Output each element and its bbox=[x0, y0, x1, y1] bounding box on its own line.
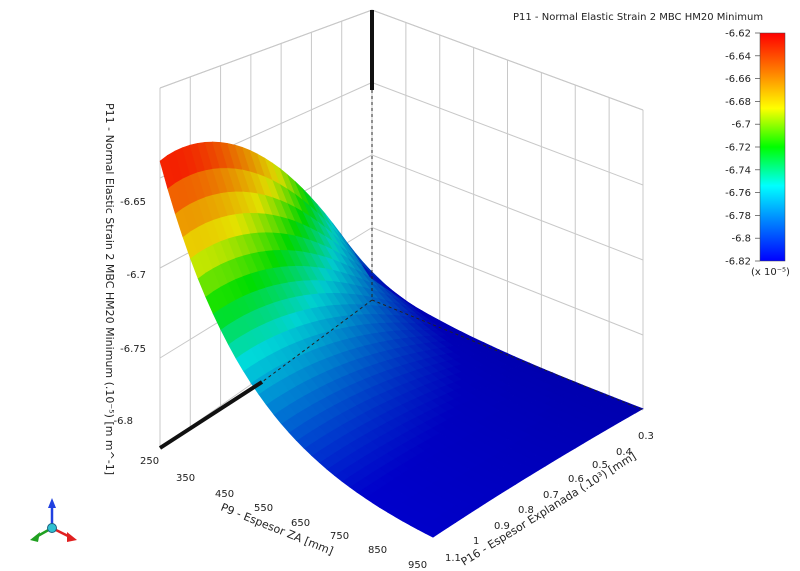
colorbar-tick-label: -6.8 bbox=[731, 234, 751, 245]
response-surface bbox=[159, 141, 644, 538]
hidden-box-edges bbox=[261, 90, 644, 411]
colorbar bbox=[759, 32, 786, 262]
z-tick: -6.7 bbox=[126, 270, 146, 281]
y-tick: 0.4 bbox=[616, 447, 632, 458]
x-axis-label: P9 - Espesor ZA [mm] bbox=[219, 501, 335, 558]
x-tick: 650 bbox=[291, 518, 310, 529]
colorbar-tick-label: -6.64 bbox=[725, 51, 751, 62]
y-tick: 0.8 bbox=[518, 505, 534, 516]
z-tick: -6.75 bbox=[120, 344, 146, 355]
colorbar-tick-label: -6.82 bbox=[725, 257, 751, 268]
colorbar-tick-label: -6.66 bbox=[725, 74, 751, 85]
z-ticks: -6.8 -6.75 -6.7 -6.65 bbox=[113, 197, 146, 427]
colorbar-tick-label: -6.7 bbox=[731, 120, 751, 131]
colorbar-legend: P11 - Normal Elastic Strain 2 MBC HM20 M… bbox=[513, 12, 790, 278]
x-axis-line bbox=[158, 380, 264, 450]
surface-patch bbox=[362, 264, 378, 283]
x-tick: 450 bbox=[215, 489, 234, 500]
colorbar-tick-label: -6.68 bbox=[725, 97, 751, 108]
z-tick: -6.8 bbox=[113, 416, 133, 427]
z-axis-label: P11 - Normal Elastic Strain 2 MBC HM20 M… bbox=[103, 103, 116, 475]
x-tick: 350 bbox=[176, 473, 195, 484]
colorbar-multiplier: (x 10⁻⁵) bbox=[751, 267, 790, 278]
x-tick: 250 bbox=[140, 456, 159, 467]
x-ticks: 250 350 450 550 650 750 850 950 bbox=[140, 456, 427, 571]
x-tick: 950 bbox=[408, 560, 427, 571]
x-tick: 550 bbox=[254, 503, 273, 514]
x-tick: 850 bbox=[368, 545, 387, 556]
z-tick: -6.65 bbox=[120, 197, 146, 208]
y-tick: 0.6 bbox=[568, 474, 584, 485]
colorbar-tick-label: -6.76 bbox=[725, 188, 751, 199]
y-tick: 0.5 bbox=[592, 460, 608, 471]
y-ticks: 0.3 0.4 0.5 0.6 0.7 0.8 0.9 1 1.1 bbox=[445, 431, 654, 564]
y-tick: 1.1 bbox=[445, 553, 461, 564]
chart-title: P11 - Normal Elastic Strain 2 MBC HM20 M… bbox=[513, 12, 763, 23]
y-tick: 0.3 bbox=[638, 431, 654, 442]
colorbar-tick-label: -6.62 bbox=[725, 29, 751, 40]
colorbar-tick-label: -6.78 bbox=[725, 211, 751, 222]
y-tick: 0.9 bbox=[494, 521, 510, 532]
x-tick: 750 bbox=[330, 531, 349, 542]
y-tick: 0.7 bbox=[543, 490, 559, 501]
axis-triad bbox=[30, 498, 77, 542]
colorbar-tick-label: -6.74 bbox=[725, 165, 751, 176]
colorbar-tick-label: -6.72 bbox=[725, 143, 751, 154]
y-tick: 1 bbox=[473, 536, 479, 547]
